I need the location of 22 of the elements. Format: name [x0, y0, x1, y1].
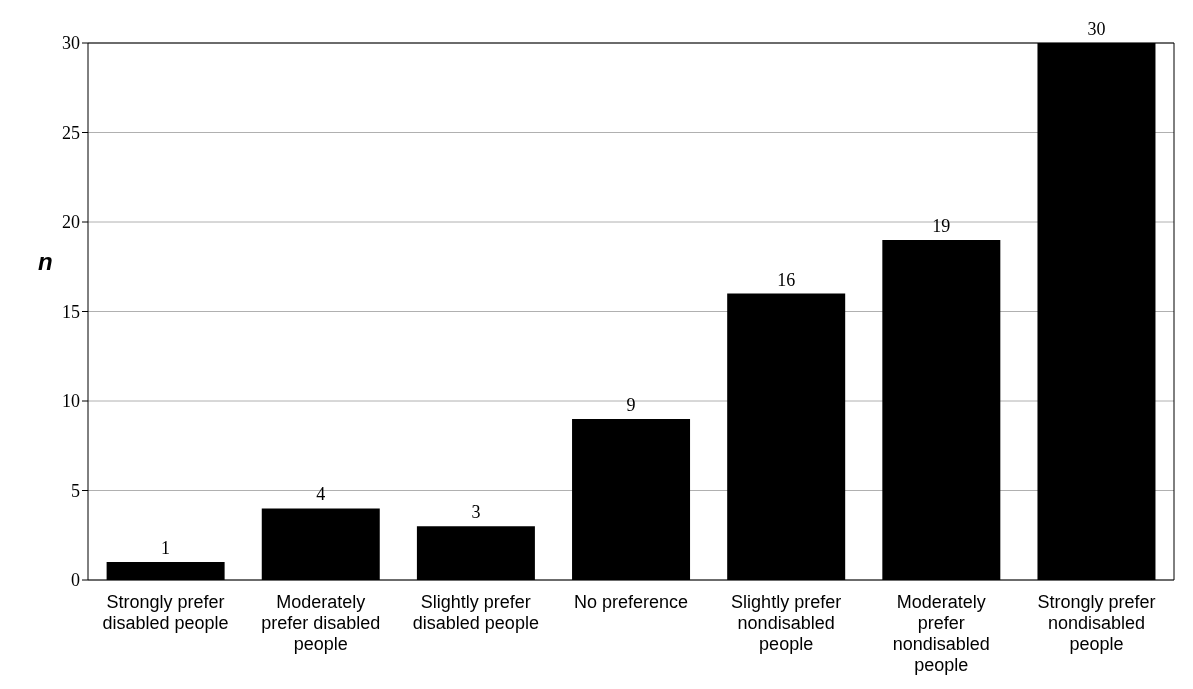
y-axis-title: n [38, 248, 53, 276]
y-tick-label: 5 [71, 480, 80, 501]
x-tick-label: Strongly prefer disabled people [102, 592, 229, 633]
y-tick-label: 15 [62, 301, 80, 322]
data-label: 9 [626, 394, 636, 415]
y-tick-label: 0 [71, 570, 80, 591]
data-label: 4 [316, 484, 326, 505]
y-tick-label: 30 [62, 33, 80, 54]
x-tick-label: Slightly prefer disabled people [412, 592, 539, 633]
data-label: 19 [932, 215, 951, 236]
data-label: 1 [161, 538, 171, 559]
y-tick-label: 20 [62, 212, 80, 233]
x-tick-label: Strongly prefer nondisabled people [1037, 592, 1156, 654]
y-tick-label: 10 [62, 391, 80, 412]
x-tick-label: No preference [573, 592, 689, 612]
x-tick-label: Moderately prefer disabled people [261, 592, 381, 654]
data-label: 16 [777, 269, 796, 290]
x-tick-label: Moderately prefer nondisabled people [892, 592, 990, 675]
data-label: 30 [1087, 19, 1106, 39]
data-label: 3 [471, 502, 481, 523]
x-tick-label: Slightly prefer nondisabled people [731, 592, 842, 654]
y-tick-label: 25 [62, 122, 80, 143]
